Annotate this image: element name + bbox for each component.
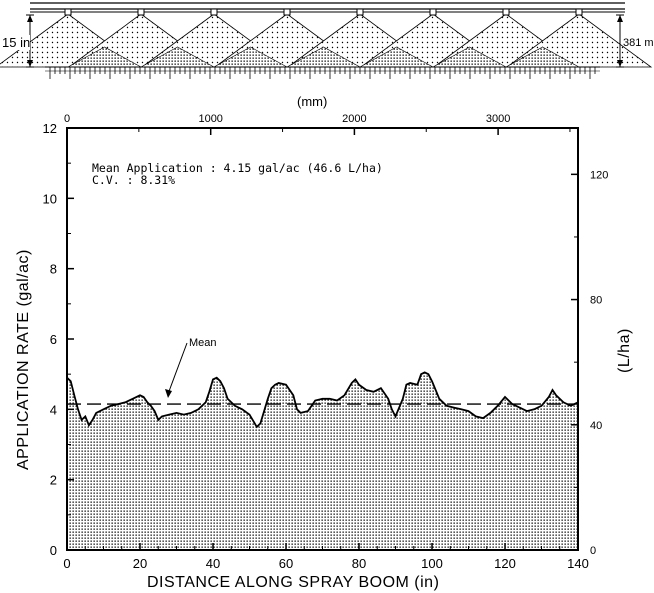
x-tick-label: 80 (352, 556, 366, 571)
nozzle-head (502, 8, 510, 16)
y-tick-label: 2 (50, 473, 57, 488)
nozzle-head (429, 8, 437, 16)
x-axis-ticks: 0 20 40 60 80 100 120 140 (63, 543, 589, 571)
right-tick-label: 120 (590, 169, 608, 181)
nozzle-head (137, 8, 145, 16)
application-rate-chart: 0 20 40 60 80 100 120 140 0 2 4 6 8 10 12 0 1000 2000 30… (15, 94, 633, 591)
y-tick-label: 8 (50, 262, 57, 277)
nozzle-head (575, 8, 583, 16)
y-tick-label: 0 (50, 543, 57, 558)
right-axis-ticks: 0 40 80 120 (571, 169, 608, 557)
x-tick-label: 40 (206, 556, 220, 571)
top-tick-label: 0 (64, 113, 70, 125)
x-tick-label: 100 (421, 556, 443, 571)
x-tick-label: 0 (63, 556, 70, 571)
spray-cones (0, 13, 653, 68)
top-axis-title: (mm) (297, 94, 327, 109)
x-tick-label: 140 (567, 556, 589, 571)
application-rate-area (67, 372, 578, 550)
height-dimension-left: 15 in (0, 14, 34, 68)
nozzle-spray-diagram: 15 in 381 mm (0, 2, 654, 79)
x-tick-label: 120 (494, 556, 516, 571)
x-tick-label: 60 (279, 556, 293, 571)
top-tick-label: 2000 (342, 113, 366, 125)
right-axis-title: (L/ha) (616, 328, 633, 373)
right-tick-label: 40 (590, 420, 602, 432)
nozzle-head (64, 8, 72, 16)
height-dimension-right: 381 mm (616, 14, 654, 68)
y-axis-ticks: 0 2 4 6 8 10 12 (43, 121, 74, 558)
right-tick-label: 80 (590, 295, 602, 307)
nozzle-heads (64, 8, 583, 16)
nozzle-head (283, 8, 291, 16)
mean-label-group: Mean (165, 337, 217, 398)
x-axis-title: DISTANCE ALONG SPRAY BOOM (in) (147, 574, 439, 591)
height-label-mm: 381 mm (623, 37, 654, 49)
ground-hatching (45, 67, 600, 79)
application-rate-line (66, 371, 579, 429)
cv-annotation: C.V. : 8.31% (92, 173, 175, 187)
right-tick-label: 0 (590, 545, 596, 557)
y-tick-label: 10 (43, 191, 57, 206)
mean-label: Mean (189, 337, 217, 349)
nozzle-head (210, 8, 218, 16)
nozzle-head (356, 8, 364, 16)
x-tick-label: 20 (133, 556, 147, 571)
top-tick-label: 3000 (486, 113, 510, 125)
height-label-in: 15 in (2, 35, 30, 50)
mean-application-annotation: Mean Application : 4.15 gal/ac (46.6 L/h… (92, 161, 383, 175)
y-axis-title: APPLICATION RATE (gal/ac) (15, 249, 32, 470)
top-tick-label: 1000 (198, 113, 222, 125)
y-tick-label: 4 (50, 402, 57, 417)
y-tick-label: 12 (43, 121, 57, 136)
y-tick-label: 6 (50, 332, 57, 347)
top-axis-ticks: 0 1000 2000 3000 (64, 113, 571, 135)
